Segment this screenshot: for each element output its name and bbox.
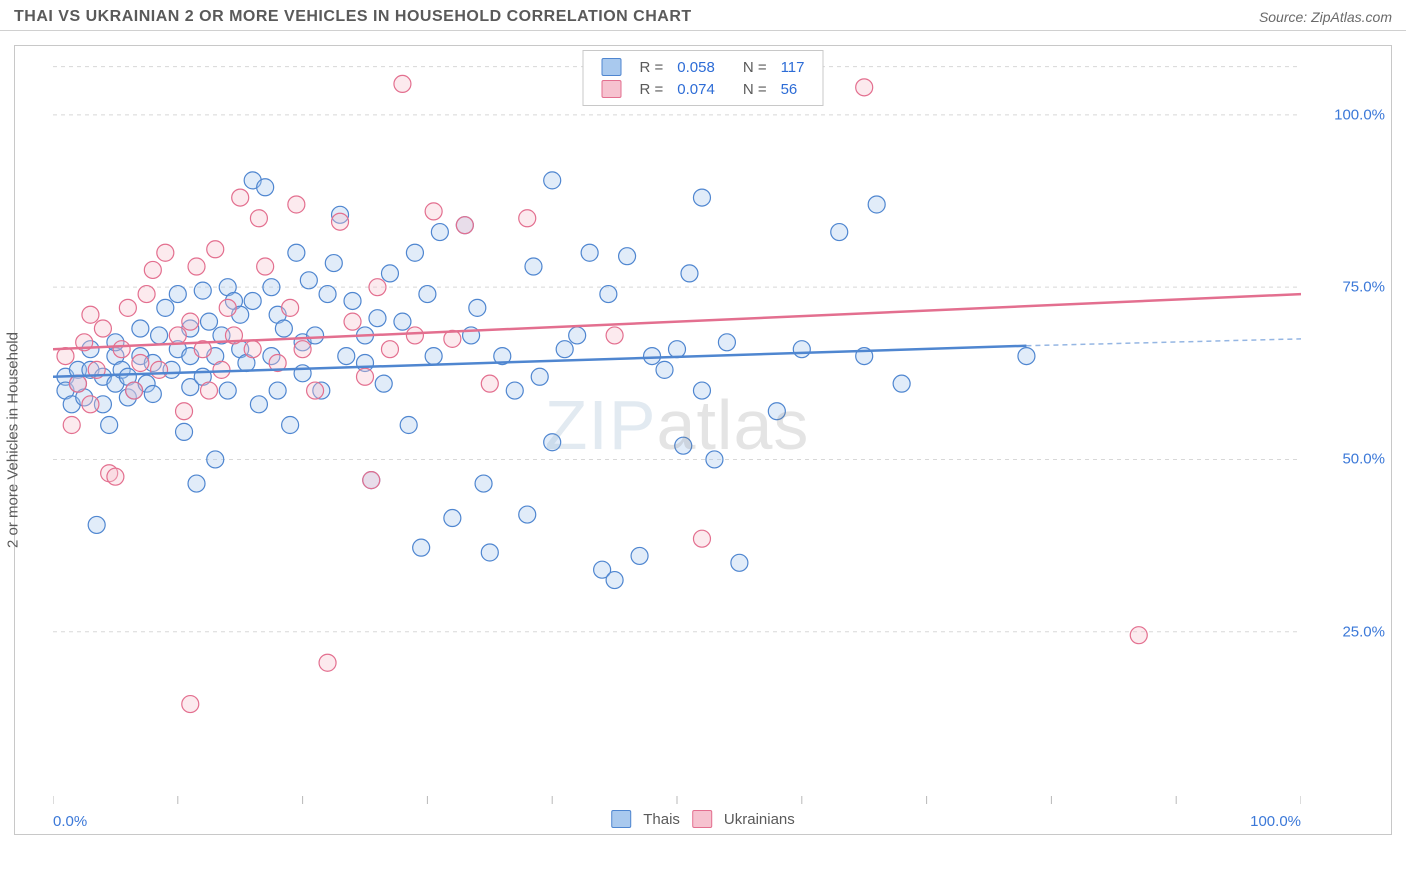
legend-series: Thais Ukrainians (605, 810, 801, 828)
legend-swatch (602, 58, 622, 76)
legend-r-label: R = (634, 57, 670, 77)
chart-container: 2 or more Vehicles in Household ZIPatlas… (14, 45, 1392, 835)
legend-r-value: 0.058 (671, 57, 721, 77)
x-tick-label: 100.0% (1250, 813, 1301, 830)
legend-series-label: Ukrainians (724, 811, 795, 828)
y-tick-label: 75.0% (1342, 279, 1385, 296)
chart-title: THAI VS UKRAINIAN 2 OR MORE VEHICLES IN … (14, 8, 692, 26)
chart-source: Source: ZipAtlas.com (1259, 9, 1392, 25)
legend-swatch (692, 810, 712, 828)
legend-correlation: R =0.058 N =117 R =0.074 N =56 (583, 50, 824, 106)
plot-area: ZIPatlas (53, 46, 1301, 804)
legend-n-value: 117 (775, 57, 811, 77)
y-tick-label: 25.0% (1342, 623, 1385, 640)
scatter-svg (53, 46, 1301, 804)
y-axis-label: 2 or more Vehicles in Household (5, 332, 22, 548)
legend-r-value: 0.074 (671, 79, 721, 99)
x-tick-label: 0.0% (53, 813, 87, 830)
legend-n-value: 56 (775, 79, 811, 99)
legend-r-label: R = (634, 79, 670, 99)
y-tick-label: 100.0% (1334, 106, 1385, 123)
legend-swatch (602, 80, 622, 98)
legend-n-label: N = (737, 79, 773, 99)
legend-series-label: Thais (643, 811, 680, 828)
legend-swatch (611, 810, 631, 828)
y-tick-label: 50.0% (1342, 451, 1385, 468)
legend-n-label: N = (737, 57, 773, 77)
chart-header: THAI VS UKRAINIAN 2 OR MORE VEHICLES IN … (0, 0, 1406, 31)
